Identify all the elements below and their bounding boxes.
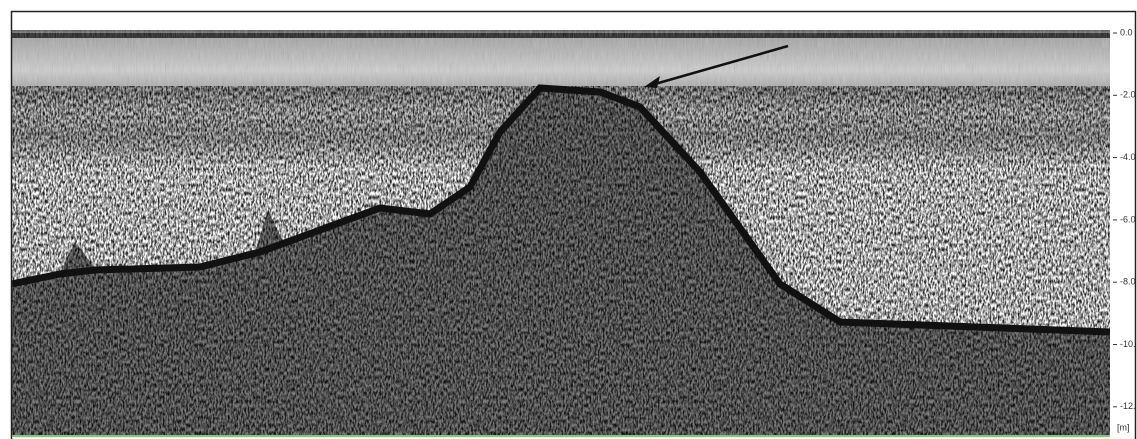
tick-label: -10. [1120,339,1136,349]
tick-label: 0.0 [1120,27,1133,37]
unit-label: [m] [1117,422,1130,432]
depth-axis: 0.0 -2.0 -4.0 -6.0 -8.0 -10. -12. [1113,27,1136,411]
echogram-view: 0.0 -2.0 -4.0 -6.0 -8.0 -10. -12. [m] [0,0,1137,439]
tick-label: -6.0 [1120,214,1136,224]
tick-label: -2.0 [1120,90,1136,100]
tick-label: -8.0 [1120,277,1136,287]
tick-label: -12. [1120,401,1136,411]
echogram [12,30,1110,439]
tick-label: -4.0 [1120,152,1136,162]
